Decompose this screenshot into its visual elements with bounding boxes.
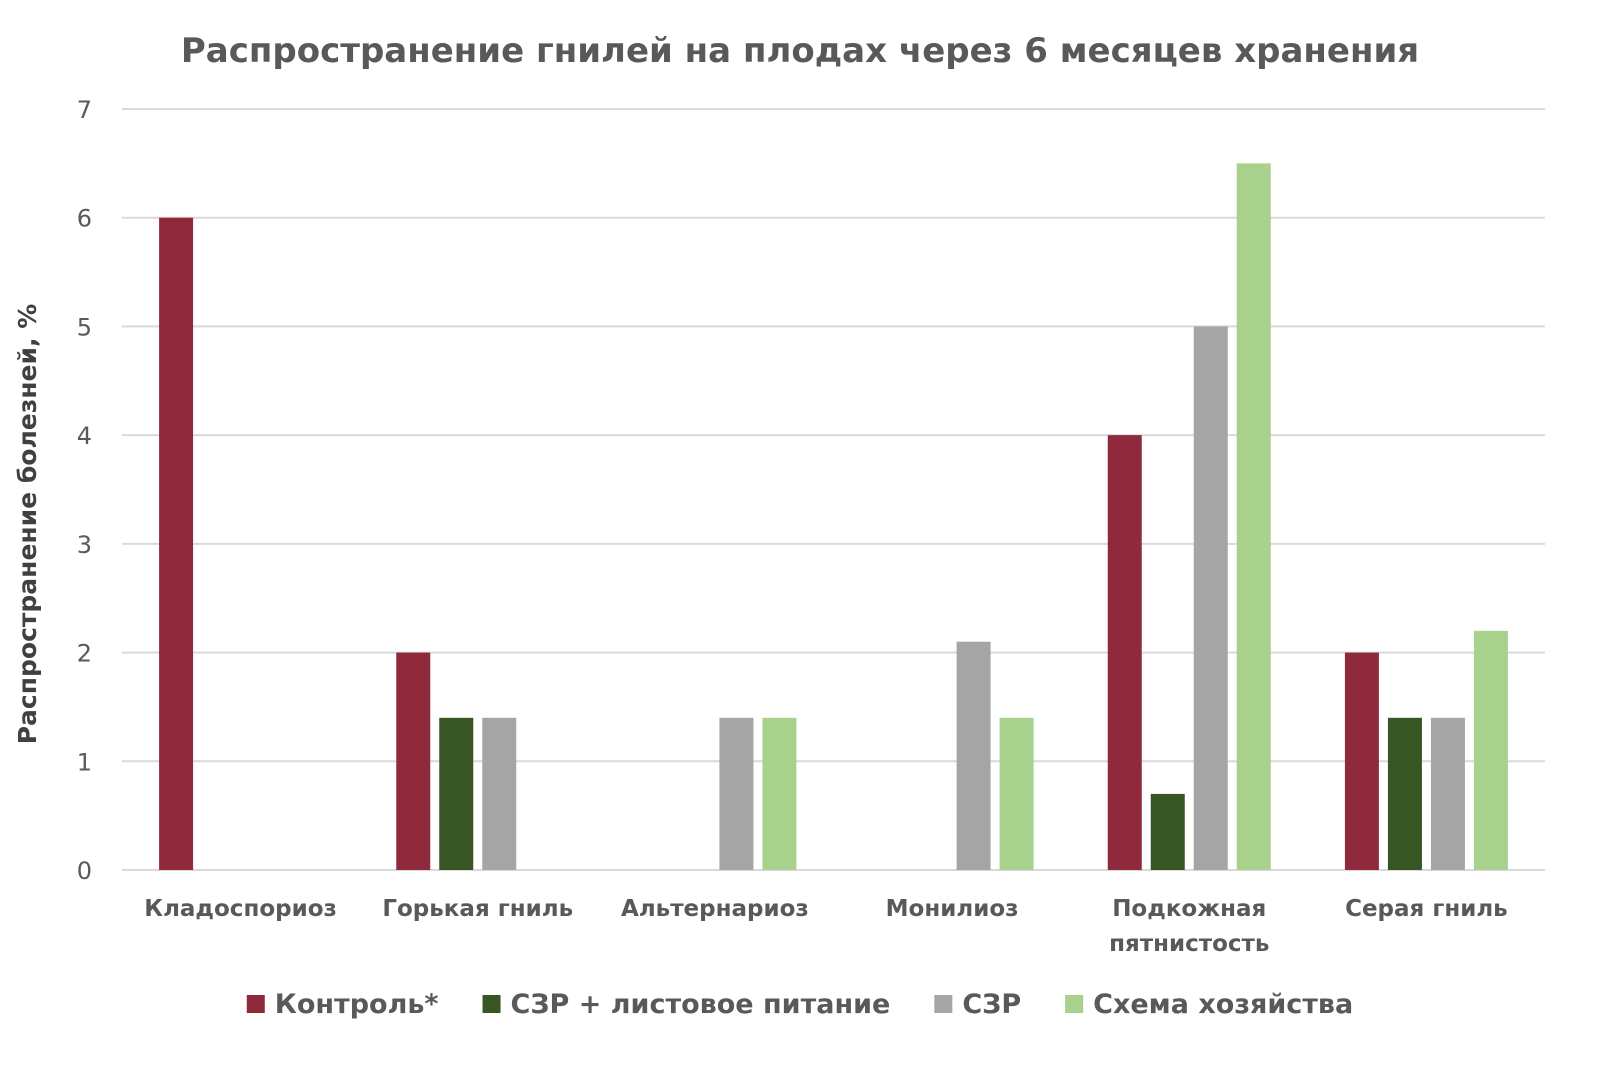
bar — [956, 641, 991, 870]
legend-item: Контроль* — [246, 989, 439, 1020]
legend-label: СЗР — [962, 989, 1021, 1020]
x-tick-label: Горькая гниль — [382, 896, 573, 922]
y-tick-label: 2 — [77, 640, 92, 668]
legend-item: СЗР — [934, 989, 1021, 1020]
legend-label: Контроль* — [275, 989, 439, 1020]
y-tick-label: 3 — [77, 531, 92, 559]
x-tick-label: Серая гниль — [1345, 896, 1508, 922]
bar — [439, 717, 474, 870]
legend-label: Схема хозяйства — [1093, 989, 1353, 1020]
y-tick-label: 0 — [77, 857, 92, 885]
bar — [1150, 793, 1185, 870]
y-tick-label: 1 — [77, 748, 92, 776]
bar — [1344, 652, 1379, 870]
bar — [396, 652, 431, 870]
bar — [1387, 717, 1422, 870]
x-tick-label: Подкожная — [1112, 896, 1266, 922]
bars — [159, 163, 1508, 870]
x-axis-ticks: Кладоспориоз Горькая гниль Альтернариоз Мон… — [144, 896, 1507, 957]
bar — [1107, 435, 1142, 870]
x-tick-label: Альтернариоз — [621, 896, 809, 922]
y-tick-label: 7 — [77, 96, 92, 124]
x-tick-label: пятнистость — [1109, 931, 1269, 957]
bar — [482, 717, 517, 870]
bar — [999, 717, 1034, 870]
y-axis-label: Распространение болезней, % — [13, 304, 42, 745]
legend-swatch — [1065, 995, 1084, 1013]
y-tick-label: 4 — [77, 422, 92, 450]
legend-swatch — [482, 995, 501, 1013]
bar — [762, 717, 797, 870]
legend-swatch — [246, 995, 265, 1013]
y-tick-label: 6 — [77, 205, 92, 233]
bar — [1430, 717, 1465, 870]
legend-swatch — [934, 995, 953, 1013]
legend-label: СЗР + листовое питание — [511, 989, 891, 1020]
bar — [1236, 163, 1271, 870]
legend: Контроль* СЗР + листовое питание СЗР Схема … — [246, 989, 1353, 1020]
y-tick-label: 5 — [77, 313, 92, 341]
bar — [1473, 630, 1508, 870]
legend-item: СЗР + листовое питание — [482, 989, 891, 1020]
x-tick-label: Монилиоз — [886, 896, 1019, 922]
legend-item: Схема хозяйства — [1065, 989, 1353, 1020]
gridlines — [122, 108, 1545, 871]
y-axis-ticks: 0 1 2 3 4 5 6 7 — [77, 96, 92, 885]
bar — [719, 717, 754, 870]
bar — [1193, 326, 1228, 870]
x-tick-label: Кладоспориоз — [144, 896, 337, 922]
bar — [159, 217, 194, 870]
chart-title: Распространение гнилей на плодах через 6… — [181, 31, 1419, 71]
